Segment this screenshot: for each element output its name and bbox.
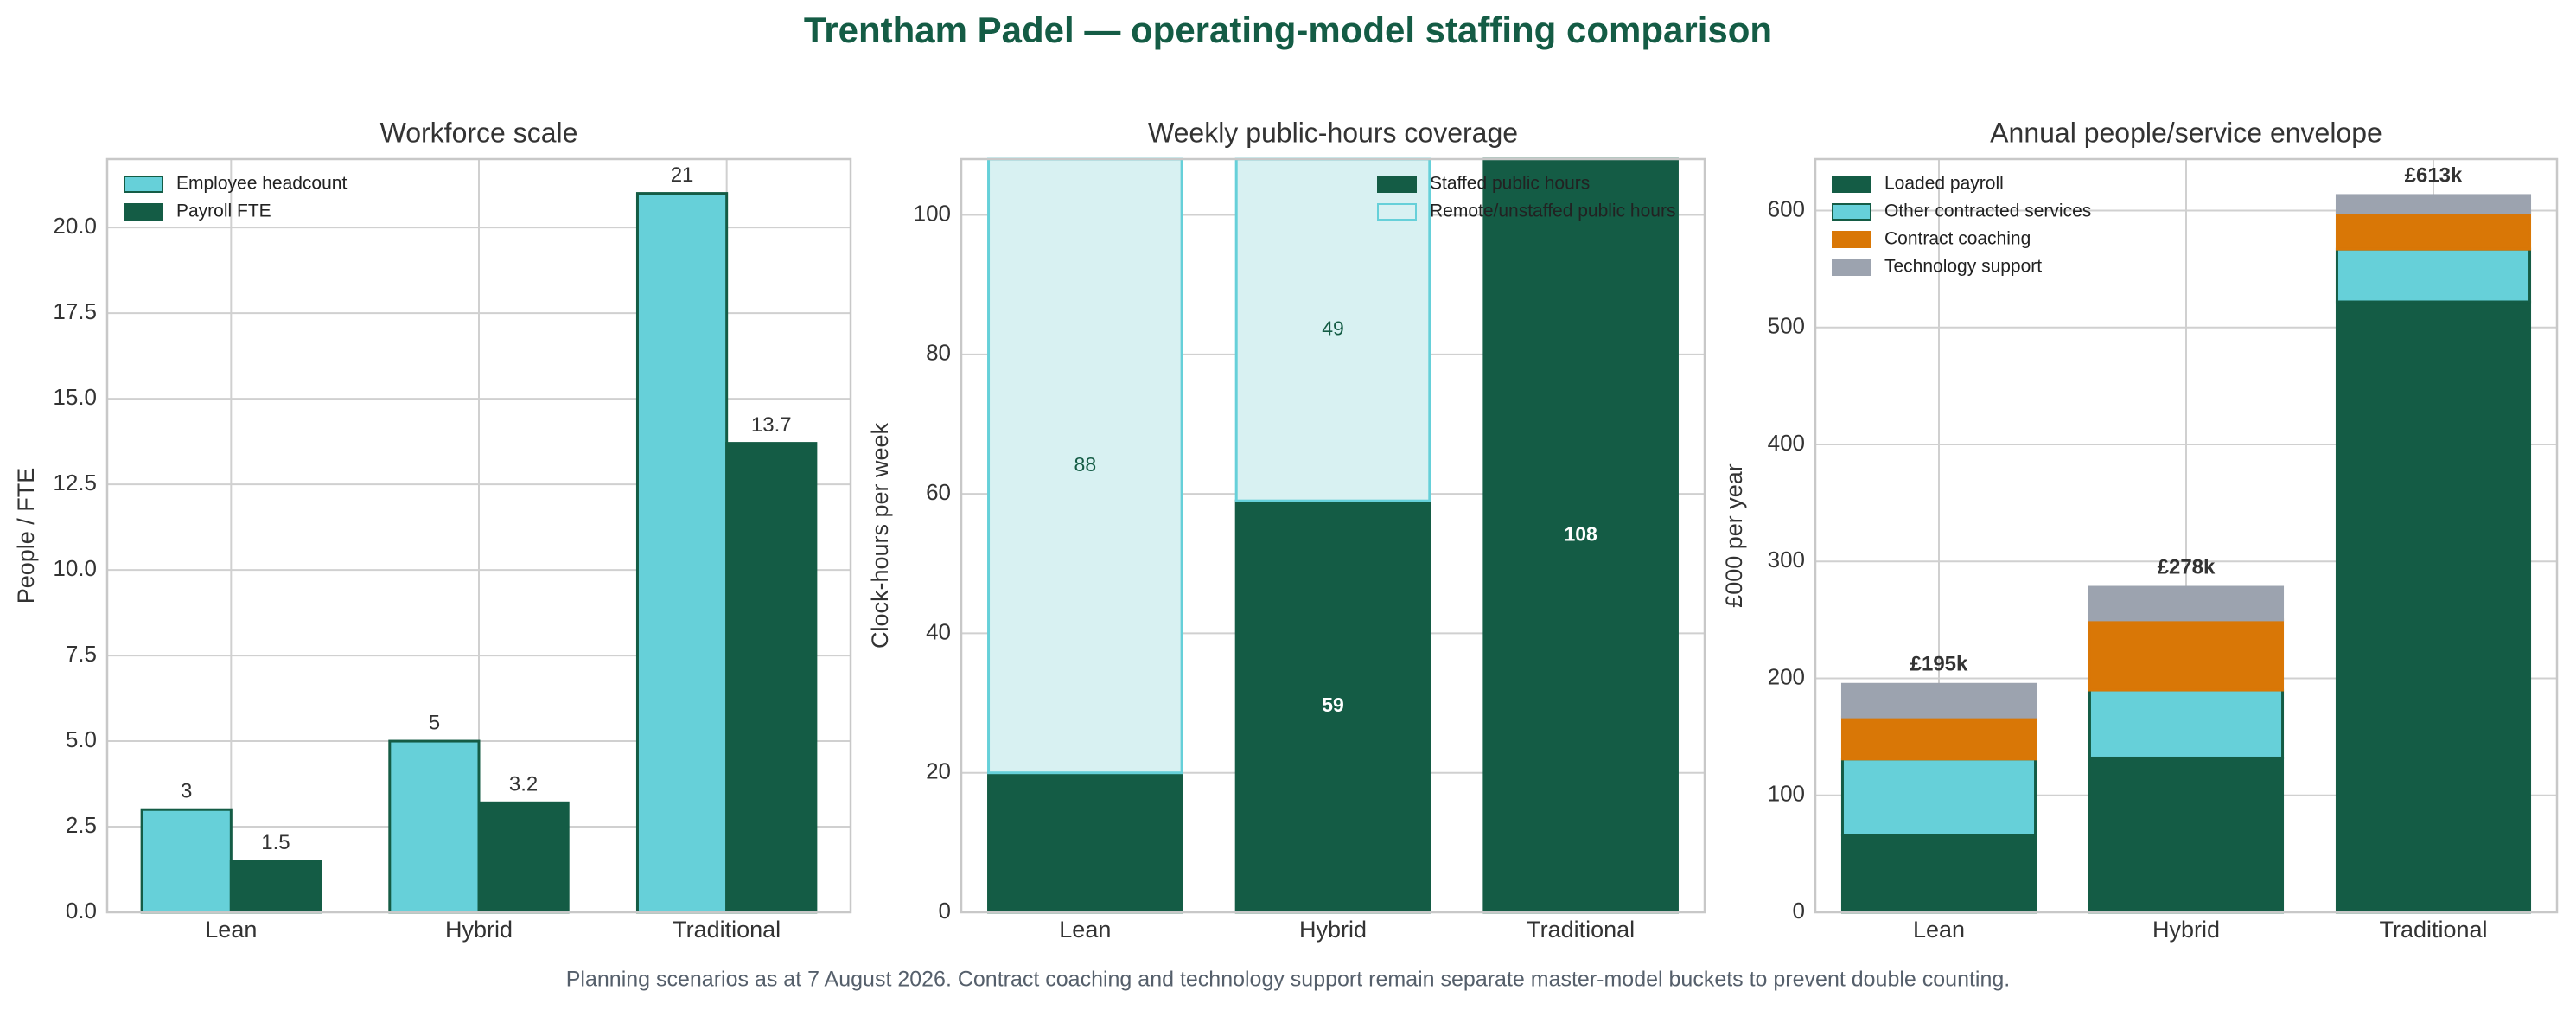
- value-label: 3.2: [509, 773, 538, 796]
- legend-swatch: [124, 203, 163, 221]
- panel-title: Annual people/service envelope: [1990, 117, 2382, 148]
- bar-segment: [2088, 618, 2285, 692]
- value-label: 49: [1322, 317, 1344, 340]
- y-tick-label: 0: [1793, 898, 1805, 924]
- bar-segment: [1840, 758, 2037, 837]
- legend-swatch: [1832, 259, 1871, 276]
- plot-frame: [105, 157, 852, 914]
- value-label: 13.7: [751, 413, 792, 437]
- total-label: £278k: [2158, 555, 2216, 579]
- bar-segment: [1840, 834, 2037, 914]
- panel-title: Workforce scale: [380, 117, 578, 148]
- bar: [635, 192, 729, 914]
- legend-swatch: [1832, 231, 1871, 248]
- y-tick-label: 10.0: [53, 555, 97, 581]
- bar-segment: [2335, 300, 2532, 914]
- y-tick-label: 60: [926, 479, 951, 505]
- plot-frame: [1814, 157, 2559, 914]
- legend-swatch: [1832, 203, 1871, 221]
- y-tick-label: 2.5: [66, 812, 97, 838]
- x-tick-label: Lean: [1059, 917, 1111, 943]
- bar-segment: [2088, 585, 2285, 622]
- y-tick-label: 7.5: [66, 641, 97, 667]
- legend-label: Technology support: [1884, 257, 2042, 277]
- y-tick-label: 20.0: [53, 213, 97, 239]
- bar: [140, 808, 233, 914]
- bar-segment: [1234, 499, 1431, 914]
- x-tick-label: Traditional: [1527, 917, 1635, 943]
- y-tick-label: 0: [939, 898, 951, 924]
- x-tick-label: Hybrid: [445, 917, 513, 943]
- x-tick-label: Hybrid: [1299, 917, 1367, 943]
- x-tick-label: Traditional: [673, 917, 781, 943]
- bar: [725, 442, 818, 914]
- x-tick-label: Traditional: [2379, 917, 2487, 943]
- y-axis-label: People / FTE: [13, 468, 39, 604]
- bar-segment: [2335, 247, 2532, 304]
- legend-label: Staffed public hours: [1430, 174, 1590, 194]
- legend-label: Other contracted services: [1884, 201, 2091, 221]
- y-tick-label: 0.0: [66, 898, 97, 924]
- y-tick-label: 400: [1768, 430, 1805, 456]
- total-label: £613k: [2405, 163, 2463, 187]
- bar-segment: [2088, 688, 2285, 759]
- x-tick-label: Lean: [205, 917, 257, 943]
- value-label: 3: [181, 780, 192, 803]
- y-tick-label: 15.0: [53, 384, 97, 410]
- value-label: 1.5: [261, 831, 290, 854]
- x-tick-label: Lean: [1913, 917, 1965, 943]
- figure-title: Trentham Padel — operating-model staffin…: [804, 10, 1772, 50]
- legend-swatch: [1377, 203, 1417, 221]
- value-label: 108: [1564, 523, 1597, 546]
- bar-segment: [1840, 682, 2037, 719]
- y-tick-label: 17.5: [53, 298, 97, 324]
- total-label: £195k: [1910, 653, 1968, 676]
- legend-label: Remote/unstaffed public hours: [1430, 201, 1675, 221]
- y-tick-label: 5.0: [66, 726, 97, 752]
- bar: [388, 739, 481, 914]
- y-tick-label: 20: [926, 758, 951, 784]
- y-axis-label: Clock-hours per week: [867, 422, 893, 649]
- y-tick-label: 600: [1768, 195, 1805, 221]
- legend-label: Employee headcount: [176, 174, 347, 194]
- legend-label: Loaded payroll: [1884, 174, 2004, 194]
- bar: [229, 860, 322, 914]
- legend-label: Contract coaching: [1884, 229, 2031, 249]
- bar-segment: [2088, 756, 2285, 914]
- y-tick-label: 500: [1768, 313, 1805, 339]
- bar-segment: [1840, 715, 2037, 761]
- y-tick-label: 40: [926, 618, 951, 644]
- bar-segment: [1482, 157, 1679, 914]
- bar: [477, 801, 570, 914]
- y-tick-label: 100: [1768, 781, 1805, 807]
- x-tick-label: Hybrid: [2152, 917, 2220, 943]
- legend-label: Payroll FTE: [176, 201, 271, 221]
- y-tick-label: 80: [926, 340, 951, 366]
- bar-segment: [987, 157, 1183, 775]
- plot-frame: [960, 157, 1706, 914]
- legend-swatch: [1832, 176, 1871, 193]
- y-tick-label: 200: [1768, 663, 1805, 689]
- footnote: Planning scenarios as at 7 August 2026. …: [566, 968, 2010, 992]
- value-label: 5: [429, 711, 440, 734]
- y-tick-label: 100: [914, 200, 951, 226]
- panel-title: Weekly public-hours coverage: [1148, 117, 1518, 148]
- bar-segment: [2335, 211, 2532, 251]
- legend-swatch: [124, 176, 163, 193]
- bar-segment: [2335, 194, 2532, 214]
- y-tick-label: 12.5: [53, 470, 97, 495]
- value-label: 88: [1074, 453, 1097, 476]
- y-axis-label: £000 per year: [1721, 463, 1747, 608]
- bar-segment: [987, 771, 1183, 914]
- value-label: 59: [1322, 694, 1344, 716]
- value-label: 21: [671, 163, 694, 187]
- legend-swatch: [1377, 176, 1417, 193]
- y-tick-label: 300: [1768, 547, 1805, 572]
